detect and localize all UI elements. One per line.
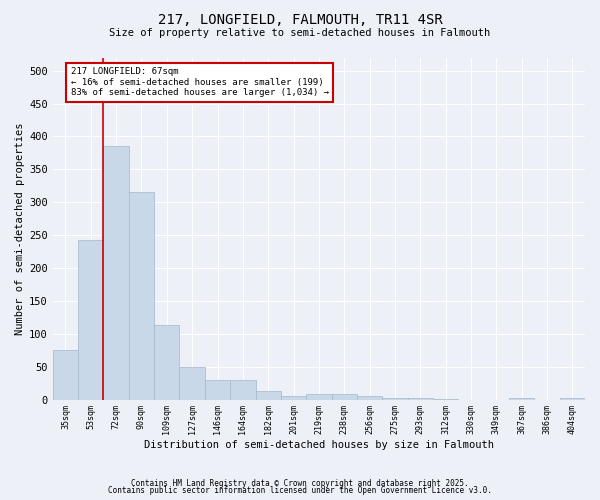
Bar	[103, 146, 129, 400]
Y-axis label: Number of semi-detached properties: Number of semi-detached properties	[15, 122, 25, 335]
Bar	[407, 398, 433, 400]
Text: 217, LONGFIELD, FALMOUTH, TR11 4SR: 217, LONGFIELD, FALMOUTH, TR11 4SR	[158, 12, 442, 26]
Bar	[357, 396, 382, 400]
Bar	[382, 398, 407, 400]
Text: Contains HM Land Registry data © Crown copyright and database right 2025.: Contains HM Land Registry data © Crown c…	[131, 478, 469, 488]
Bar	[560, 398, 585, 400]
Bar	[306, 394, 332, 400]
Bar	[281, 396, 306, 400]
Bar	[78, 240, 103, 400]
Bar	[205, 380, 230, 400]
Bar	[179, 366, 205, 400]
Text: 217 LONGFIELD: 67sqm
← 16% of semi-detached houses are smaller (199)
83% of semi: 217 LONGFIELD: 67sqm ← 16% of semi-detac…	[71, 68, 329, 97]
Text: Contains public sector information licensed under the Open Government Licence v3: Contains public sector information licen…	[108, 486, 492, 495]
Bar	[230, 380, 256, 400]
Bar	[154, 325, 179, 400]
Text: Size of property relative to semi-detached houses in Falmouth: Size of property relative to semi-detach…	[109, 28, 491, 38]
Bar	[332, 394, 357, 400]
X-axis label: Distribution of semi-detached houses by size in Falmouth: Distribution of semi-detached houses by …	[144, 440, 494, 450]
Bar	[433, 399, 458, 400]
Bar	[509, 398, 535, 400]
Bar	[53, 350, 78, 400]
Bar	[129, 192, 154, 400]
Bar	[256, 391, 281, 400]
